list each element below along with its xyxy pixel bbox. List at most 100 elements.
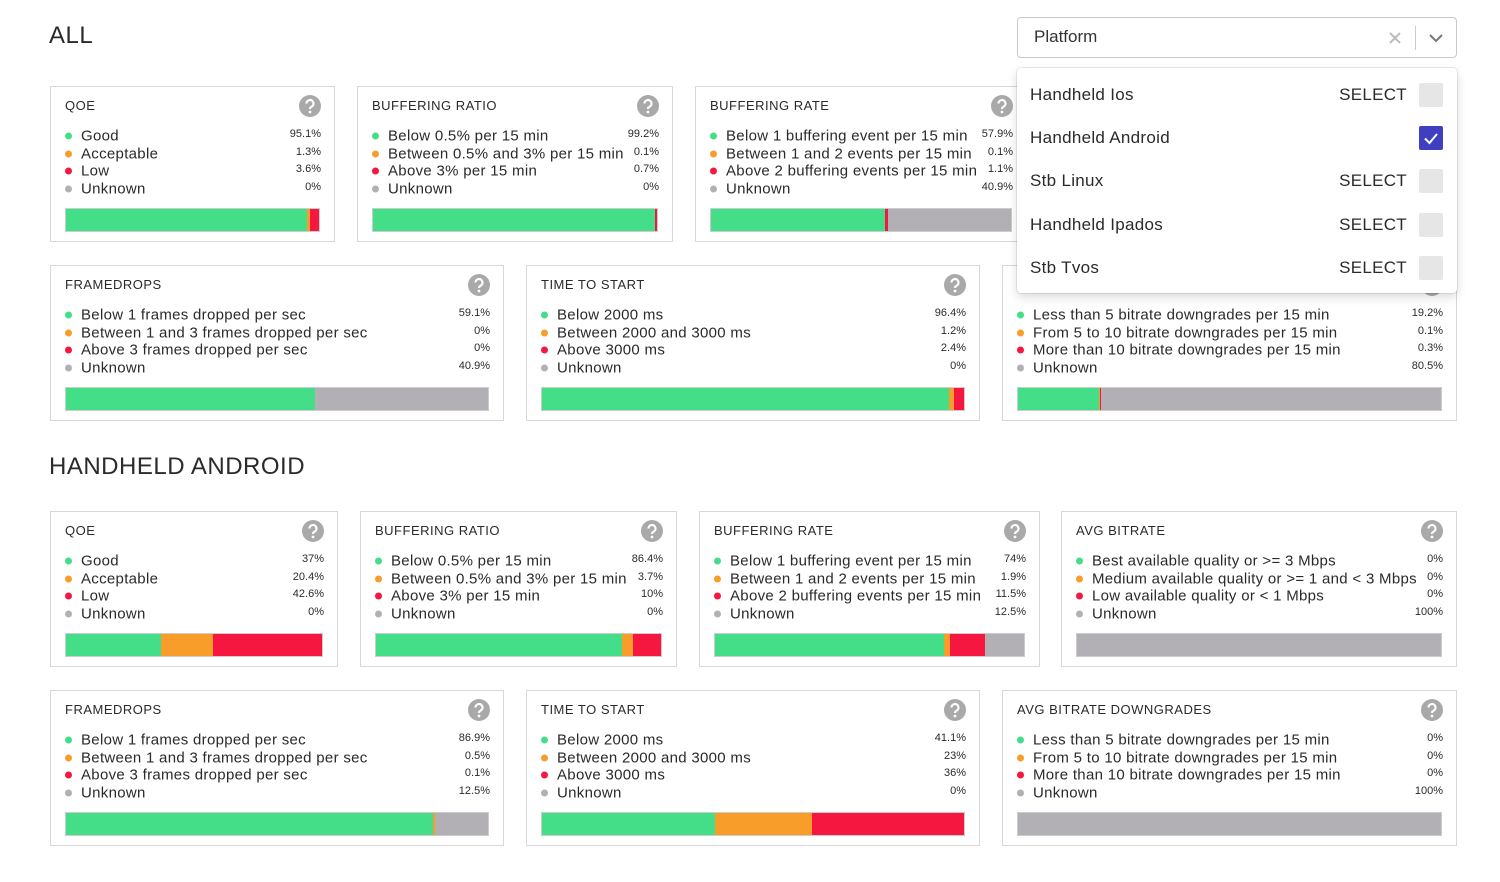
legend-label: Unknown bbox=[81, 180, 146, 198]
legend-dot bbox=[714, 592, 721, 600]
stacked-bar bbox=[65, 387, 489, 411]
legend-dot bbox=[1017, 789, 1024, 797]
legend-label: Less than 5 bitrate downgrades per 15 mi… bbox=[1033, 731, 1330, 749]
legend-label: Above 2 buffering events per 15 min bbox=[730, 587, 982, 605]
option-label: Stb Linux bbox=[1030, 171, 1104, 191]
help-icon[interactable] bbox=[991, 95, 1013, 117]
legend-dot bbox=[65, 167, 72, 175]
help-icon[interactable] bbox=[302, 520, 324, 542]
legend-dot bbox=[541, 736, 548, 744]
stacked-bar bbox=[1017, 387, 1442, 411]
value-label: 0% bbox=[474, 324, 490, 337]
checkbox[interactable] bbox=[1419, 126, 1443, 151]
help-icon[interactable] bbox=[1421, 699, 1443, 721]
checkbox[interactable] bbox=[1419, 255, 1443, 280]
check-mark bbox=[1424, 133, 1438, 145]
option-action[interactable]: SELECT bbox=[1339, 85, 1407, 104]
card-title: AVG BITRATE bbox=[1076, 523, 1166, 538]
value-label: 42.6% bbox=[292, 588, 324, 601]
metric-card: AVG BITRATE DOWNGRADES Less than 5 bitrat… bbox=[1002, 690, 1457, 846]
legend-label: Below 2000 ms bbox=[557, 306, 664, 324]
option-action[interactable]: SELECT bbox=[1339, 171, 1407, 191]
help-icon[interactable] bbox=[944, 699, 966, 721]
legend-label: Between 0.5% and 3% per 15 min bbox=[391, 570, 627, 588]
help-icon[interactable] bbox=[641, 520, 663, 542]
legend-dot bbox=[375, 557, 382, 565]
legend-label: Unknown bbox=[81, 359, 146, 377]
checkbox[interactable] bbox=[1419, 169, 1443, 194]
value-label: 80.5% bbox=[1411, 360, 1443, 373]
legend-label: Below 0.5% per 15 min bbox=[391, 552, 552, 570]
option-action[interactable]: SELECT bbox=[1339, 257, 1407, 277]
legend-label: Below 1 frames dropped per sec bbox=[81, 306, 306, 324]
legend-label: Unknown bbox=[388, 180, 453, 198]
value-label: 0% bbox=[1427, 570, 1443, 583]
bar-segment bbox=[621, 634, 633, 656]
metric-card: QOE Good 95.1% Acceptable 1.3% Low 3.6% Unknown… bbox=[50, 86, 335, 242]
legend-dot bbox=[1017, 754, 1024, 762]
legend-dot bbox=[65, 575, 72, 583]
bar-segment bbox=[888, 209, 1011, 231]
value-label: 0% bbox=[305, 181, 321, 194]
value-label: 96.4% bbox=[934, 307, 966, 319]
legend-label: Below 0.5% per 15 min bbox=[388, 127, 549, 145]
value-label: 0% bbox=[643, 181, 659, 194]
legend-dot bbox=[372, 185, 379, 193]
value-label: 95.1% bbox=[289, 128, 321, 140]
bar-segment bbox=[66, 634, 161, 656]
help-icon[interactable] bbox=[944, 274, 966, 296]
menu-option[interactable]: Handheld Ipados SELECT bbox=[1017, 205, 1457, 245]
help-icon[interactable] bbox=[1004, 520, 1026, 542]
value-label: 37% bbox=[301, 553, 324, 565]
separator bbox=[1415, 26, 1416, 50]
legend-dot bbox=[1076, 592, 1083, 600]
legend-dot bbox=[65, 185, 72, 193]
legend-dot bbox=[65, 311, 72, 319]
chevron-icon[interactable] bbox=[1428, 32, 1444, 44]
value-label: 10% bbox=[640, 588, 663, 601]
section-title: ALL bbox=[49, 22, 94, 49]
menu-option[interactable]: Handheld Android bbox=[1017, 118, 1457, 158]
select-placeholder: Platform bbox=[1034, 27, 1098, 46]
help-icon[interactable] bbox=[637, 95, 659, 117]
value-label: 0.1% bbox=[1417, 324, 1443, 337]
legend-label: Unknown bbox=[1092, 605, 1157, 623]
menu-option[interactable]: Stb Linux SELECT bbox=[1017, 161, 1457, 201]
checkbox[interactable] bbox=[1419, 83, 1443, 107]
bar-segment bbox=[373, 209, 655, 231]
option-action[interactable]: SELECT bbox=[1339, 214, 1407, 234]
value-label: 0% bbox=[1427, 588, 1443, 601]
help-icon[interactable] bbox=[299, 95, 321, 117]
value-label: 0.7% bbox=[633, 163, 659, 176]
checkbox[interactable] bbox=[1419, 212, 1443, 237]
legend-dot bbox=[1017, 329, 1024, 337]
value-label: 0.3% bbox=[1417, 342, 1443, 355]
value-label: 36% bbox=[943, 767, 966, 780]
legend-dot bbox=[372, 150, 379, 158]
legend-dot bbox=[541, 789, 548, 797]
legend-label: Above 3 frames dropped per sec bbox=[81, 766, 308, 784]
platform-select[interactable]: Platform bbox=[1017, 17, 1457, 58]
menu-option[interactable]: Stb Tvos SELECT bbox=[1017, 248, 1457, 288]
help-icon[interactable] bbox=[1421, 520, 1443, 542]
legend-label: From 5 to 10 bitrate downgrades per 15 m… bbox=[1033, 324, 1338, 342]
option-label: Stb Tvos bbox=[1030, 257, 1100, 277]
legend-dot bbox=[541, 329, 548, 337]
section-title: HANDHELD ANDROID bbox=[49, 453, 306, 480]
clear-icon[interactable] bbox=[1388, 31, 1402, 45]
help-icon[interactable] bbox=[468, 274, 490, 296]
help-icon[interactable] bbox=[468, 699, 490, 721]
menu-option[interactable]: Handheld Ios SELECT bbox=[1017, 75, 1457, 115]
bar-segment bbox=[985, 634, 1024, 656]
value-label: 11.5% bbox=[995, 588, 1026, 601]
value-label: 0.1% bbox=[464, 767, 490, 780]
metric-card: FRAMEDROPS Below 1 frames dropped per sec… bbox=[50, 265, 504, 421]
legend-dot bbox=[372, 132, 379, 140]
value-label: 12.5% bbox=[458, 785, 490, 798]
bar-segment bbox=[542, 813, 716, 835]
card-title: TIME TO START bbox=[541, 277, 645, 292]
legend-label: Unknown bbox=[81, 784, 146, 802]
legend-dot bbox=[65, 364, 72, 372]
legend-dot bbox=[710, 185, 717, 193]
